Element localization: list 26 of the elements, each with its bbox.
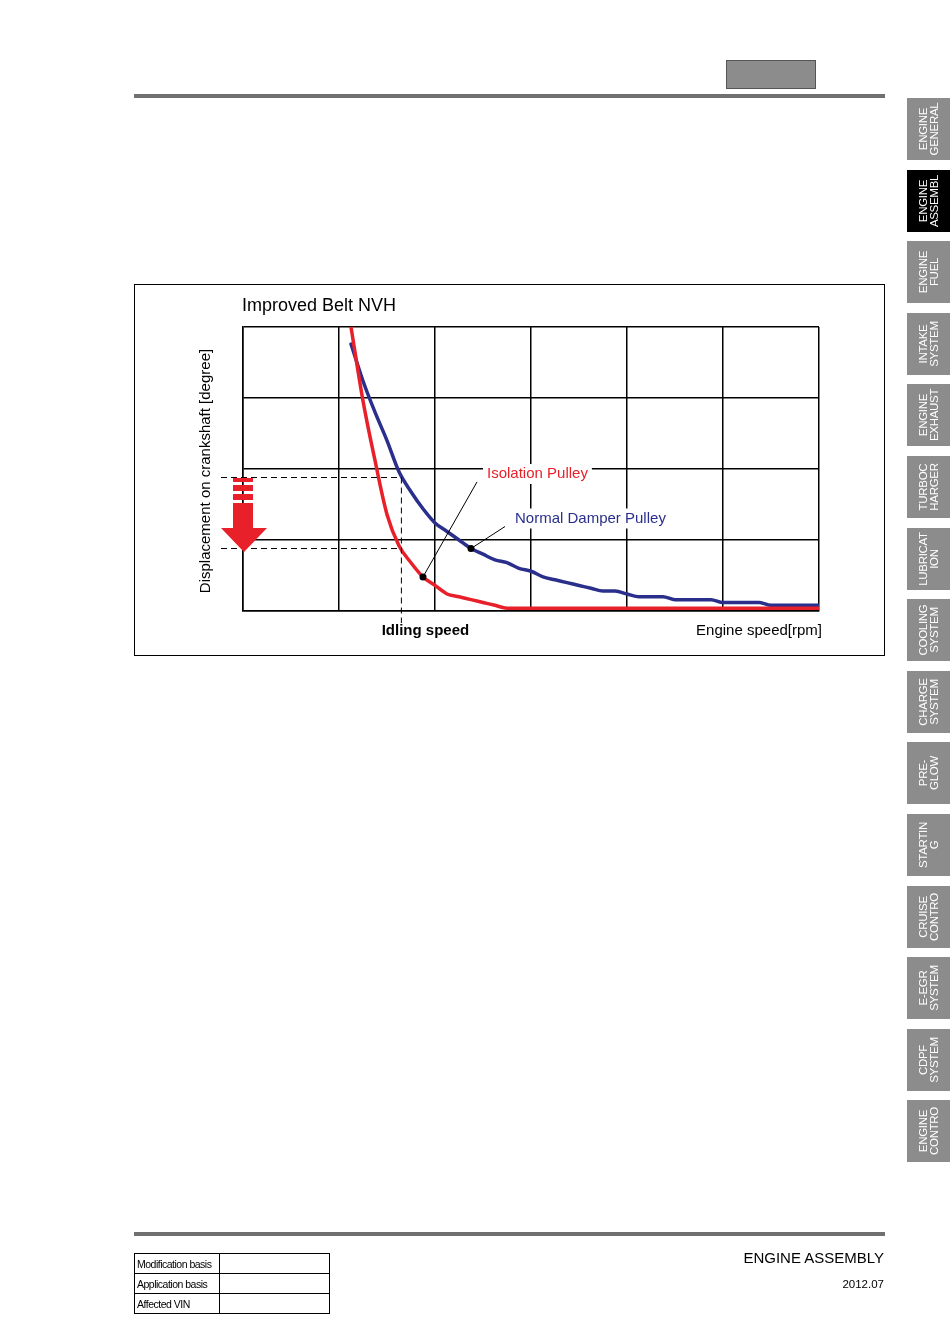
text: ENGINE ASSEMBLY (743, 1249, 884, 1266)
text: LUBRICAT ION (916, 531, 940, 586)
text: INTAKE SYSTEM (916, 321, 940, 367)
text: ENGINE ASSEMBL (916, 174, 940, 227)
text: Modification basis (134, 1253, 220, 1274)
text: COOLING SYSTEM (916, 604, 940, 656)
chart-title: Improved Belt NVH (242, 294, 397, 315)
text: PRE- GLOW (916, 756, 940, 791)
text: ENGINE GENERAL (916, 102, 940, 156)
text: ENGINE FUEL (916, 251, 940, 294)
text: STARTIN G (916, 821, 940, 869)
text: CRUISE CONTRO (916, 892, 940, 941)
text: E-EGR SYSTEM (916, 965, 940, 1011)
text: Affected VIN (134, 1293, 220, 1314)
text: Idling speed (381, 621, 470, 639)
text: Isolation Pulley (487, 464, 589, 482)
text: Application basis (134, 1273, 220, 1294)
text: ENGINE EXHAUST (916, 389, 940, 442)
x-axis-title: Engine speed[rpm] (696, 621, 822, 639)
text: CHARGE SYSTEM (916, 678, 940, 726)
text: ENGINE CONTRO (916, 1107, 940, 1156)
text: CDPF SYSTEM (916, 1037, 940, 1083)
text: 2012.07 (842, 1278, 884, 1290)
text: TURBOC HARGER (916, 463, 940, 511)
text: Normal Damper Pulley (515, 508, 667, 526)
y-axis-title: Displacement on crankshaft [degree] (196, 348, 214, 594)
